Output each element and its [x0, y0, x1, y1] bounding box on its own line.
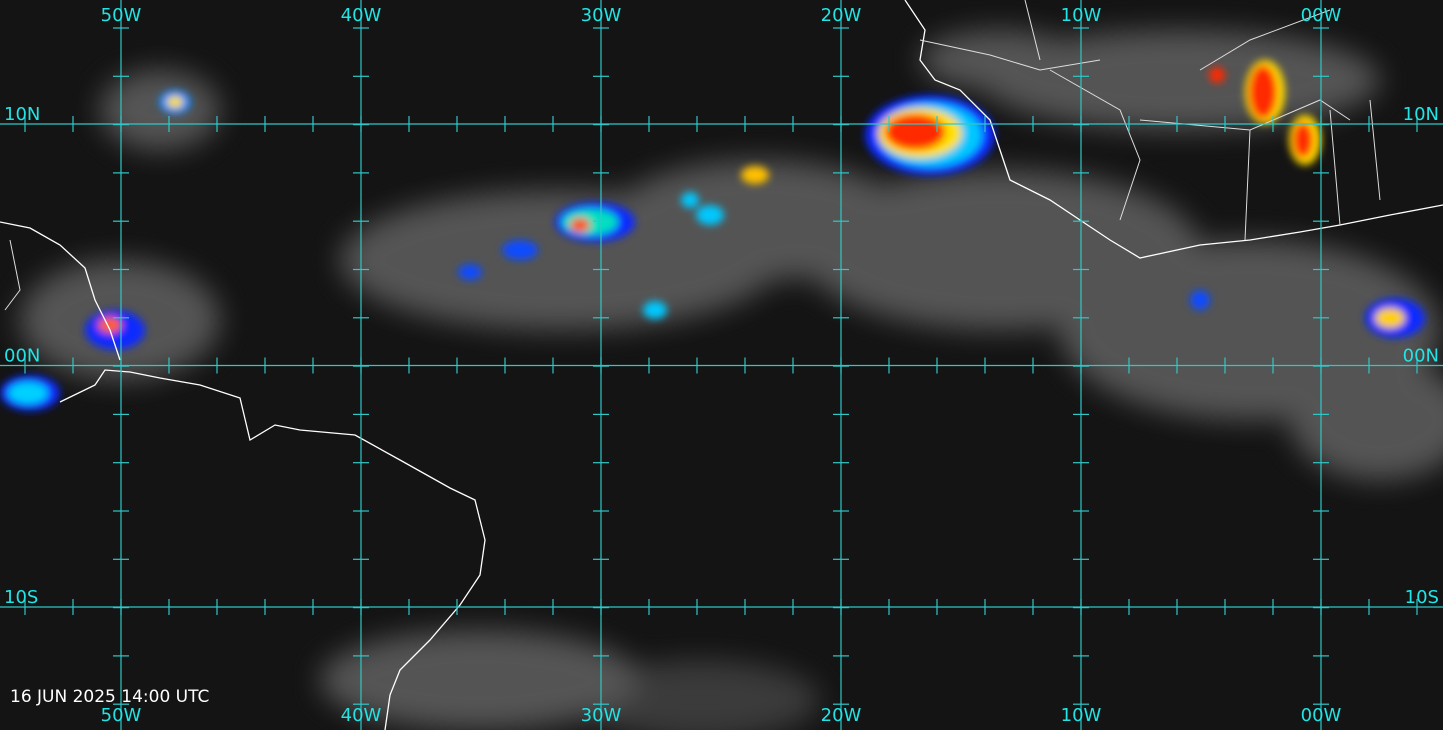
africa-coast	[904, 0, 1443, 259]
lon-label-top: 20W	[821, 5, 862, 26]
convection	[0, 60, 1425, 411]
lon-label-bottom: 30W	[581, 705, 622, 726]
lon-label-top: 40W	[341, 5, 382, 26]
lon-label-top: 10W	[1061, 5, 1102, 26]
lon-label-bottom: 20W	[821, 705, 862, 726]
lat-label-right: 10S	[1405, 587, 1439, 608]
lat-label-left: 10S	[4, 587, 38, 608]
guiana-coast	[0, 221, 121, 361]
lon-label-top: 30W	[581, 5, 622, 26]
lat-label-right: 10N	[1403, 104, 1439, 125]
cloud-cover	[20, 30, 1443, 730]
lat-label-left: 00N	[4, 346, 40, 367]
africa-borders	[919, 0, 1381, 241]
lon-label-top: 00W	[1301, 5, 1342, 26]
lat-label-left: 10N	[4, 104, 40, 125]
lon-label-bottom: 00W	[1301, 705, 1342, 726]
lat-label-right: 00N	[1403, 346, 1439, 367]
guiana-border	[4, 239, 21, 311]
labels: 50W 50W 40W 40W 30W 30W 20W 20W 10W 10W 00W 00W 10N 1…	[4, 5, 1439, 726]
lon-label-top: 50W	[101, 5, 142, 26]
lon-label-bottom: 40W	[341, 705, 382, 726]
lon-label-bottom: 10W	[1061, 705, 1102, 726]
timestamp: 16 JUN 2025 14:00 UTC	[10, 687, 209, 707]
lon-label-bottom: 50W	[101, 705, 142, 726]
south-america-coast	[59, 369, 486, 730]
